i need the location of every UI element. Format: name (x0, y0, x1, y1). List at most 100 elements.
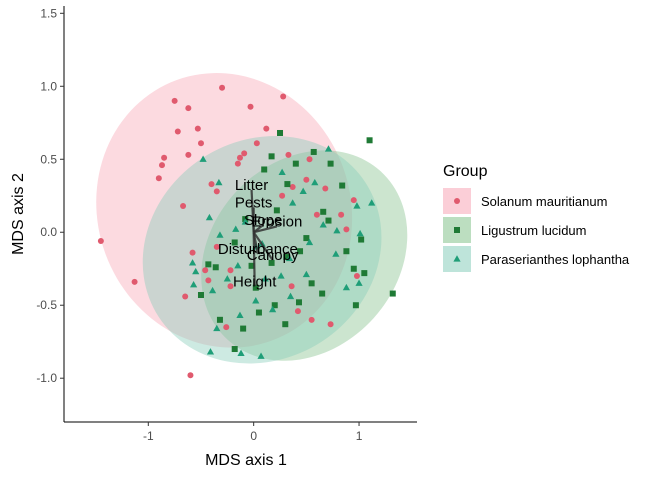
point-ligustrum-lucidum (212, 264, 219, 271)
point-solanum-mauritianum (241, 150, 248, 157)
point-solanum-mauritianum (197, 140, 204, 147)
x-tick-label: 1 (356, 429, 363, 443)
point-paraserianthes-lophantha (355, 279, 363, 286)
x-ticks: -1 0 1 (143, 422, 363, 443)
point-paraserianthes-lophantha (289, 199, 297, 206)
point-ligustrum-lucidum (277, 129, 284, 136)
point-solanum-mauritianum (236, 154, 243, 161)
legend-label: Paraserianthes lophantha (481, 252, 630, 267)
point-ligustrum-lucidum (283, 254, 290, 261)
point-paraserianthes-lophantha (286, 292, 295, 300)
point-ligustrum-lucidum (327, 160, 334, 167)
point-ligustrum-lucidum (352, 302, 359, 309)
y-tick-label: -0.5 (36, 298, 57, 312)
point-paraserianthes-lophantha (261, 275, 269, 282)
point-solanum-mauritianum (189, 249, 196, 256)
legend-label: Solanum mauritianum (481, 194, 607, 209)
point-solanum-mauritianum (313, 211, 320, 218)
point-ligustrum-lucidum (284, 181, 291, 188)
point-ligustrum-lucidum (319, 290, 326, 297)
point-solanum-mauritianum (338, 211, 345, 218)
point-paraserianthes-lophantha (213, 324, 221, 332)
point-ligustrum-lucidum (231, 346, 238, 353)
point-solanum-mauritianum (343, 226, 350, 233)
point-solanum-mauritianum (285, 151, 292, 158)
vector-label-erosion: Erosion (251, 213, 302, 230)
point-paraserianthes-lophantha (278, 168, 286, 175)
y-ticks: -1.0 -0.5 0.0 0.5 1.0 1.5 (36, 6, 64, 385)
point-ligustrum-lucidum (308, 280, 315, 287)
point-ligustrum-lucidum (303, 235, 310, 242)
point-paraserianthes-lophantha (285, 254, 294, 262)
point-solanum-mauritianum (306, 156, 313, 163)
point-solanum-mauritianum (353, 273, 360, 280)
point-ligustrum-lucidum (271, 302, 278, 309)
legend-items: Solanum mauritianum Ligustrum lucidum Para… (443, 188, 630, 272)
point-paraserianthes-lophantha (188, 259, 197, 266)
point-paraserianthes-lophantha (241, 218, 249, 225)
point-paraserianthes-lophantha (208, 286, 217, 294)
vector-label-disturbance: Disturbance (218, 241, 298, 258)
legend-item-ligustrum-lucidum: Ligustrum lucidum (443, 217, 587, 243)
legend-marker (454, 227, 460, 233)
point-ligustrum-lucidum (273, 207, 280, 214)
point-solanum-mauritianum (180, 202, 187, 209)
point-solanum-mauritianum (288, 283, 295, 290)
y-tick-label: 1.5 (40, 6, 57, 20)
point-ligustrum-lucidum (366, 137, 373, 144)
point-solanum-mauritianum (97, 238, 104, 245)
point-solanum-mauritianum (322, 185, 329, 192)
point-solanum-mauritianum (174, 128, 181, 135)
point-paraserianthes-lophantha (333, 226, 341, 234)
point-paraserianthes-lophantha (368, 199, 376, 206)
point-ligustrum-lucidum (240, 325, 247, 332)
point-solanum-mauritianum (303, 176, 310, 183)
vector-label-canopy: Canopy (247, 247, 299, 264)
point-solanum-mauritianum (202, 267, 209, 274)
y-tick-label: 0.5 (40, 152, 57, 166)
legend-title: Group (443, 163, 488, 180)
point-solanum-mauritianum (289, 183, 296, 190)
point-solanum-mauritianum (350, 197, 357, 204)
point-ligustrum-lucidum (216, 316, 223, 323)
point-paraserianthes-lophantha (199, 155, 207, 162)
x-tick-label: 0 (250, 429, 257, 443)
point-paraserianthes-lophantha (192, 267, 200, 275)
scatter-points (97, 84, 396, 379)
point-ligustrum-lucidum (295, 299, 302, 306)
point-solanum-mauritianum (263, 125, 270, 132)
point-solanum-mauritianum (185, 105, 192, 112)
legend-item-paraserianthes-lophantha: Paraserianthes lophantha (443, 246, 630, 272)
point-solanum-mauritianum (187, 372, 194, 379)
point-solanum-mauritianum (131, 278, 138, 285)
point-paraserianthes-lophantha (356, 229, 364, 237)
point-solanum-mauritianum (208, 181, 215, 188)
x-tick-label: -1 (143, 429, 154, 443)
point-ligustrum-lucidum (310, 148, 317, 155)
vector-label-litter: Litter (235, 177, 268, 194)
point-solanum-mauritianum (205, 277, 212, 284)
point-paraserianthes-lophantha (302, 270, 310, 278)
point-paraserianthes-lophantha (305, 238, 314, 246)
point-paraserianthes-lophantha (215, 178, 223, 186)
point-solanum-mauritianum (171, 97, 178, 104)
point-solanum-mauritianum (213, 243, 220, 250)
point-paraserianthes-lophantha (299, 187, 307, 194)
point-ligustrum-lucidum (261, 166, 268, 173)
point-paraserianthes-lophantha (252, 297, 260, 304)
point-solanum-mauritianum (161, 154, 168, 161)
point-solanum-mauritianum (155, 175, 162, 182)
point-paraserianthes-lophantha (257, 352, 265, 359)
point-solanum-mauritianum (194, 125, 201, 132)
point-solanum-mauritianum (185, 151, 192, 158)
point-ligustrum-lucidum (343, 248, 350, 255)
point-ligustrum-lucidum (282, 321, 289, 328)
point-paraserianthes-lophantha (236, 311, 244, 319)
point-paraserianthes-lophantha (232, 225, 240, 232)
point-solanum-mauritianum (213, 188, 220, 195)
point-paraserianthes-lophantha (319, 221, 327, 228)
point-solanum-mauritianum (280, 93, 287, 100)
legend: Group Solanum mauritianum Ligustrum lucid… (443, 163, 630, 272)
